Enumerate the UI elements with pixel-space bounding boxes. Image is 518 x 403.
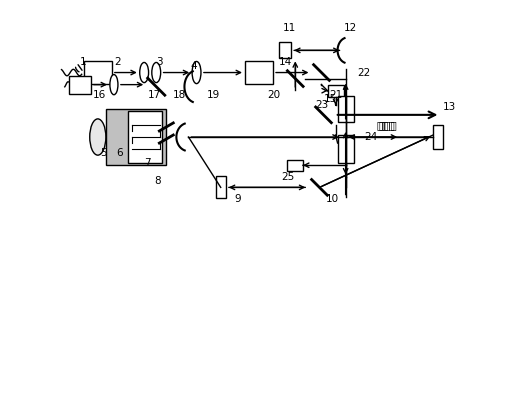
Text: 11: 11 — [283, 23, 296, 33]
Text: 17: 17 — [148, 90, 162, 100]
Text: 4: 4 — [191, 62, 197, 71]
Bar — [68, 76, 91, 93]
Ellipse shape — [140, 62, 149, 83]
Text: 19: 19 — [207, 90, 220, 100]
Bar — [287, 160, 304, 171]
Bar — [338, 135, 354, 163]
Ellipse shape — [90, 119, 106, 155]
Text: 9: 9 — [235, 195, 241, 204]
Text: 2: 2 — [114, 58, 121, 67]
Text: 22: 22 — [358, 68, 371, 77]
Bar — [84, 61, 112, 84]
Text: 15: 15 — [323, 94, 337, 104]
Text: 24: 24 — [364, 132, 377, 142]
Text: 1: 1 — [80, 58, 87, 67]
Bar — [327, 85, 343, 97]
Text: 10: 10 — [325, 195, 339, 204]
Bar — [433, 125, 443, 149]
Bar — [245, 61, 273, 84]
Text: 16: 16 — [93, 90, 106, 100]
Text: 18: 18 — [173, 90, 186, 100]
Text: 5: 5 — [100, 148, 106, 158]
Text: 21: 21 — [329, 90, 343, 100]
Text: 20: 20 — [267, 90, 280, 100]
Bar — [338, 96, 354, 122]
Bar — [106, 109, 166, 165]
Text: 14: 14 — [279, 58, 292, 67]
Ellipse shape — [152, 62, 161, 83]
Text: 23: 23 — [315, 100, 328, 110]
Text: 3: 3 — [156, 58, 163, 67]
Ellipse shape — [192, 62, 201, 84]
Bar — [215, 176, 226, 198]
Text: 13: 13 — [442, 102, 456, 112]
Bar — [128, 111, 162, 163]
Text: 6: 6 — [116, 148, 123, 158]
Text: 7: 7 — [144, 158, 151, 168]
Ellipse shape — [110, 75, 118, 95]
Text: 输出光: 输出光 — [377, 120, 395, 130]
Text: 8: 8 — [154, 177, 161, 186]
Text: 输出光: 输出光 — [379, 120, 397, 130]
Bar — [279, 42, 291, 58]
Text: 12: 12 — [343, 23, 357, 33]
Text: 25: 25 — [281, 172, 294, 182]
